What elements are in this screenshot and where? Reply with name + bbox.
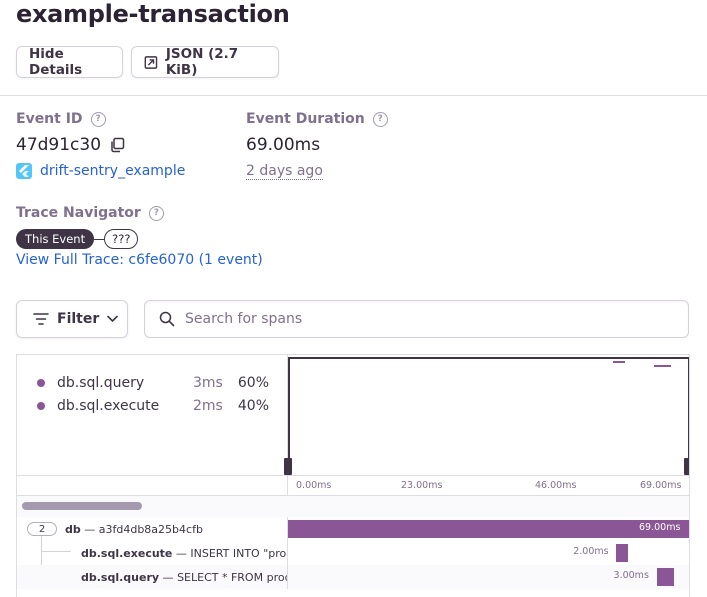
open-external-icon: [144, 55, 158, 69]
op-color-dot: [37, 378, 45, 387]
minimap-handle-left[interactable]: [284, 458, 292, 475]
tick-label: 69.00ms: [640, 480, 682, 491]
span-op: db.sql.query: [81, 570, 160, 584]
span-separator: —: [80, 522, 99, 536]
hide-details-label: Hide Details: [29, 46, 83, 78]
span-duration-label: 2.00ms: [573, 546, 609, 557]
filter-label: Filter: [57, 311, 100, 327]
op-percent: 60%: [237, 374, 269, 391]
view-full-trace-link[interactable]: View Full Trace: c6fe6070 (1 event): [16, 252, 263, 268]
span-duration-bar[interactable]: [288, 520, 689, 538]
op-percent: 40%: [237, 397, 269, 414]
span-duration-label: 69.00ms: [639, 522, 681, 533]
span-op: db: [65, 522, 81, 536]
timeline-minimap[interactable]: [284, 355, 689, 475]
tick-label: 46.00ms: [535, 480, 577, 491]
trace-navigator: This Event ???: [16, 229, 139, 249]
copy-icon[interactable]: [109, 137, 125, 153]
span-duration-label: 3.00ms: [613, 570, 649, 581]
span-title[interactable]: 2 db — a3fd4db8a25b4cfb: [17, 517, 287, 541]
span-row[interactable]: 2 db — a3fd4db8a25b4cfb 69.00ms: [17, 517, 689, 541]
span-bar-area: 3.00ms: [287, 565, 689, 589]
span-description: a3fd4db8a25b4cfb: [98, 522, 203, 536]
search-icon: [159, 311, 175, 327]
tick-label: 23.00ms: [401, 480, 443, 491]
project-name: drift-sentry_example: [40, 163, 186, 179]
this-event-pill[interactable]: This Event: [16, 229, 95, 249]
span-bar-area: 69.00ms: [287, 517, 689, 541]
ops-breakdown-row: db.sql.execute 2ms 40%: [37, 394, 269, 417]
children-count-toggle[interactable]: 2: [27, 522, 57, 536]
event-duration-value: 69.00ms: [246, 135, 321, 155]
span-row[interactable]: db.sql.execute — INSERT INTO "products" …: [17, 541, 689, 565]
json-label: JSON (2.7 KiB): [165, 46, 239, 78]
timeline-ticks: 0.00ms 23.00ms 46.00ms 69.00ms: [287, 475, 689, 495]
filter-icon: [33, 313, 49, 325]
help-icon[interactable]: ?: [90, 111, 106, 127]
header-divider: [0, 95, 707, 96]
event-id-label: Event ID ?: [16, 111, 106, 127]
minimap-window-left: [288, 357, 290, 475]
tree-connector: [41, 527, 42, 567]
span-description: INSERT INTO "products" (name, price, cre…: [190, 546, 287, 560]
trace-connector: [94, 238, 105, 240]
event-id: 47d91c30: [16, 135, 125, 155]
op-color-dot: [37, 401, 45, 410]
hide-details-button[interactable]: Hide Details: [16, 46, 123, 78]
span-separator: —: [159, 570, 178, 584]
help-icon[interactable]: ?: [148, 205, 164, 221]
span-op: db.sql.execute: [81, 546, 173, 560]
span-duration-bar[interactable]: [656, 568, 675, 586]
minimap-span-bar: [654, 365, 671, 367]
page-title: example-transaction: [16, 0, 290, 28]
filter-button[interactable]: Filter: [16, 300, 128, 338]
event-duration-label: Event Duration ?: [246, 111, 388, 127]
minimap-span-bar: [613, 361, 625, 363]
op-name: db.sql.execute: [57, 397, 160, 414]
minimap-window-top: [288, 357, 689, 359]
span-view-panel: db.sql.query 3ms 60% db.sql.execute 2ms …: [16, 354, 690, 597]
trace-navigator-label-text: Trace Navigator: [16, 205, 141, 221]
span-description: SELECT * FROM products: [177, 570, 287, 584]
tree-connector: [41, 551, 71, 552]
span-separator: —: [172, 546, 191, 560]
trace-navigator-label: Trace Navigator ?: [16, 205, 164, 221]
span-title[interactable]: db.sql.query — SELECT * FROM products: [17, 565, 287, 589]
span-bar-area: 2.00ms: [287, 541, 689, 565]
minimap-window-right: [688, 357, 689, 475]
span-tree: 2 db — a3fd4db8a25b4cfb 69.00ms db.sql.e…: [17, 517, 689, 589]
span-duration-bar[interactable]: [616, 544, 629, 562]
minimap-handle-right[interactable]: [684, 458, 689, 475]
ops-breakdown: db.sql.query 3ms 60% db.sql.execute 2ms …: [37, 371, 269, 417]
op-duration: 2ms: [193, 397, 223, 414]
event-id-label-text: Event ID: [16, 111, 83, 127]
project-link[interactable]: drift-sentry_example: [16, 163, 185, 179]
horizontal-scrollbar[interactable]: [17, 495, 689, 517]
span-search[interactable]: [144, 300, 689, 338]
tick-label: 0.00ms: [296, 480, 332, 491]
event-timestamp[interactable]: 2 days ago: [246, 163, 323, 180]
span-title[interactable]: db.sql.execute — INSERT INTO "products" …: [17, 541, 287, 565]
op-duration: 3ms: [193, 374, 223, 391]
event-id-value: 47d91c30: [16, 135, 102, 155]
ticks-filler: [17, 475, 287, 495]
op-name: db.sql.query: [57, 374, 145, 391]
help-icon[interactable]: ?: [372, 111, 388, 127]
span-row[interactable]: db.sql.query — SELECT * FROM products 3.…: [17, 565, 689, 589]
scrollbar-thumb[interactable]: [22, 502, 142, 510]
search-input[interactable]: [185, 311, 665, 327]
flutter-icon: [16, 163, 32, 179]
unknown-event-pill[interactable]: ???: [104, 229, 139, 249]
ops-breakdown-row: db.sql.query 3ms 60%: [37, 371, 269, 394]
chevron-down-icon: [107, 315, 119, 323]
json-button[interactable]: JSON (2.7 KiB): [131, 46, 279, 78]
event-duration-label-text: Event Duration: [246, 111, 365, 127]
